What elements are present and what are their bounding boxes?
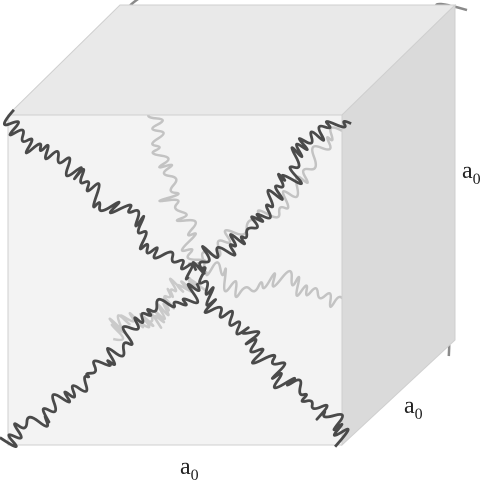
polymer-chain (0, 282, 201, 448)
label-sub: 0 (191, 467, 199, 484)
cube-front-face (7, 114, 343, 446)
label-base: a (462, 158, 473, 184)
edge-label-width: a0 (180, 454, 199, 484)
polymer-chain (198, 266, 350, 448)
label-base: a (180, 454, 191, 480)
label-sub: 0 (473, 171, 481, 188)
edge-label-depth: a0 (404, 393, 423, 423)
label-sub: 0 (415, 406, 423, 423)
polymer-chain (191, 119, 352, 275)
edge-label-height: a0 (462, 158, 481, 188)
polymer-chain (3, 108, 194, 281)
front-chains (0, 108, 352, 448)
label-base: a (404, 393, 415, 419)
